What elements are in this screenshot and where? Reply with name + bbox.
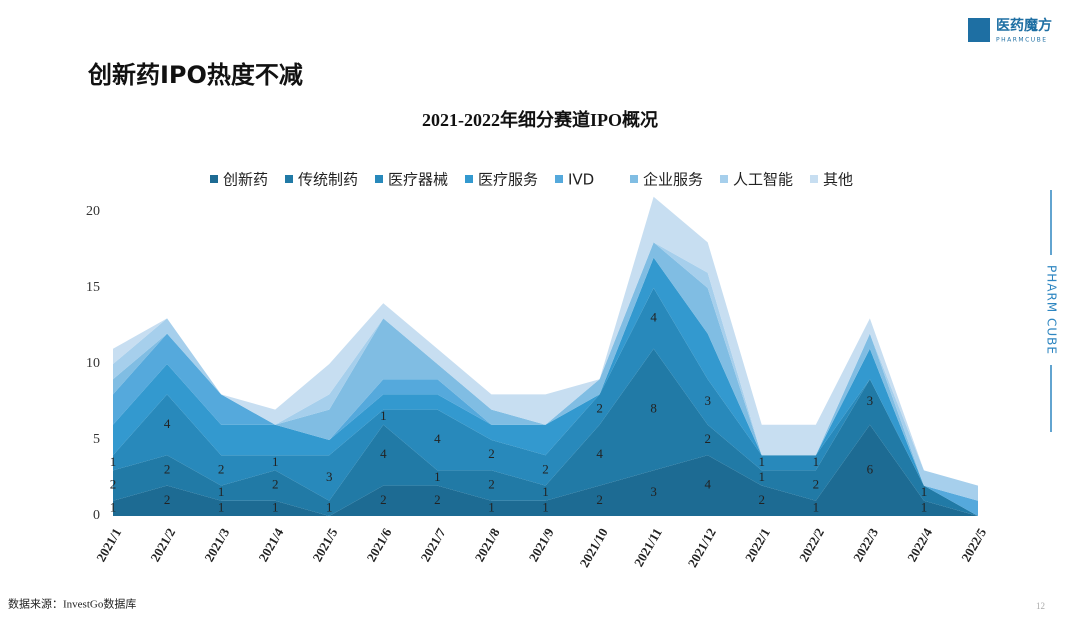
data-label: 1 — [921, 484, 928, 499]
legend-swatch — [720, 175, 728, 183]
x-tick-label: 2021/1 — [93, 525, 124, 564]
source: 数据来源：InvestGo数据库 — [8, 597, 136, 611]
data-label: 1 — [813, 454, 820, 469]
legend-label: 医疗服务 — [478, 171, 538, 189]
x-tick-label: 2021/7 — [418, 525, 449, 564]
data-label: 2 — [164, 492, 171, 507]
data-label: 2 — [218, 461, 225, 476]
data-label: 4 — [164, 416, 171, 431]
data-label: 1 — [380, 408, 387, 423]
data-label: 2 — [434, 492, 441, 507]
area — [113, 242, 978, 501]
page-number: 12 — [1036, 601, 1045, 611]
data-label: 8 — [650, 401, 657, 416]
data-label: 3 — [867, 393, 874, 408]
x-tick-label: 2022/3 — [850, 525, 881, 564]
legend-swatch — [555, 175, 563, 183]
data-label: 2 — [488, 477, 495, 492]
x-tick-label: 2021/5 — [309, 525, 340, 564]
logo: 医药魔方 — [996, 17, 1052, 34]
y-tick-label: 5 — [93, 432, 100, 447]
data-label: 2 — [380, 492, 387, 507]
data-label: 2 — [596, 401, 603, 416]
data-label: 1 — [921, 499, 928, 514]
data-label: 2 — [488, 446, 495, 461]
data-label: 1 — [272, 454, 279, 469]
x-tick-label: 2022/1 — [742, 525, 773, 564]
side-brand: PHARM CUBE — [1045, 265, 1059, 355]
area — [113, 348, 978, 516]
area — [113, 424, 978, 516]
data-label: 2 — [813, 477, 820, 492]
x-tick-label: 2021/4 — [255, 525, 286, 564]
data-label: 1 — [759, 454, 766, 469]
legend-label: 企业服务 — [643, 171, 703, 189]
data-label: 2 — [704, 431, 711, 446]
x-tick-label: 2021/8 — [472, 525, 503, 564]
data-label: 2 — [542, 461, 549, 476]
y-tick-label: 0 — [93, 508, 100, 523]
data-label: 1 — [272, 499, 279, 514]
x-tick-label: 2021/6 — [363, 525, 394, 564]
data-label: 1 — [326, 499, 333, 514]
data-label: 1 — [813, 499, 820, 514]
data-label: 2 — [164, 461, 171, 476]
legend-label: 传统制药 — [298, 171, 358, 189]
data-label: 1 — [488, 499, 495, 514]
page-title: 创新药IPO热度不减 — [87, 61, 303, 89]
chart-title: 2021-2022年细分赛道IPO概况 — [422, 109, 658, 130]
data-label: 3 — [704, 393, 711, 408]
data-label: 3 — [650, 484, 657, 499]
data-label: 4 — [704, 477, 711, 492]
data-label: 2 — [110, 477, 117, 492]
legend-swatch — [630, 175, 638, 183]
x-tick-label: 2022/4 — [904, 525, 935, 564]
x-tick-label: 2022/5 — [958, 525, 989, 564]
area — [113, 288, 978, 516]
data-label: 6 — [867, 461, 874, 476]
data-label: 2 — [272, 477, 279, 492]
x-tick-label: 2021/3 — [201, 525, 232, 564]
legend-label: 医疗器械 — [388, 171, 448, 189]
data-label: 4 — [650, 309, 657, 324]
legend-swatch — [375, 175, 383, 183]
data-label: 1 — [542, 499, 549, 514]
legend-label: IVD — [568, 171, 594, 189]
logo-sub: PHARMCUBE — [996, 37, 1048, 44]
x-tick-label: 2021/2 — [147, 525, 178, 564]
data-label: 1 — [542, 484, 549, 499]
legend-label: 创新药 — [223, 171, 268, 189]
legend-swatch — [465, 175, 473, 183]
data-label: 2 — [759, 492, 766, 507]
legend-swatch — [285, 175, 293, 183]
data-label: 1 — [110, 454, 117, 469]
data-label: 2 — [596, 492, 603, 507]
data-label: 1 — [759, 469, 766, 484]
y-tick-label: 10 — [86, 356, 100, 371]
x-tick-label: 2021/9 — [526, 525, 557, 564]
data-label: 4 — [434, 431, 441, 446]
y-tick-label: 15 — [86, 280, 100, 295]
data-label: 1 — [218, 484, 225, 499]
x-tick-label: 2021/11 — [631, 525, 665, 569]
legend-label: 其他 — [823, 171, 853, 189]
data-label: 3 — [326, 469, 333, 484]
data-label: 1 — [218, 499, 225, 514]
logo-icon — [968, 18, 990, 42]
x-tick-label: 2021/10 — [576, 525, 610, 569]
y-tick-label: 20 — [86, 204, 100, 219]
data-label: 4 — [380, 446, 387, 461]
legend-swatch — [810, 175, 818, 183]
legend-label: 人工智能 — [733, 171, 793, 189]
area — [113, 257, 978, 516]
data-label: 4 — [596, 446, 603, 461]
data-label: 1 — [110, 499, 117, 514]
x-tick-label: 2021/12 — [685, 525, 719, 569]
data-label: 1 — [434, 469, 441, 484]
x-tick-label: 2022/2 — [796, 525, 827, 564]
legend-swatch — [210, 175, 218, 183]
